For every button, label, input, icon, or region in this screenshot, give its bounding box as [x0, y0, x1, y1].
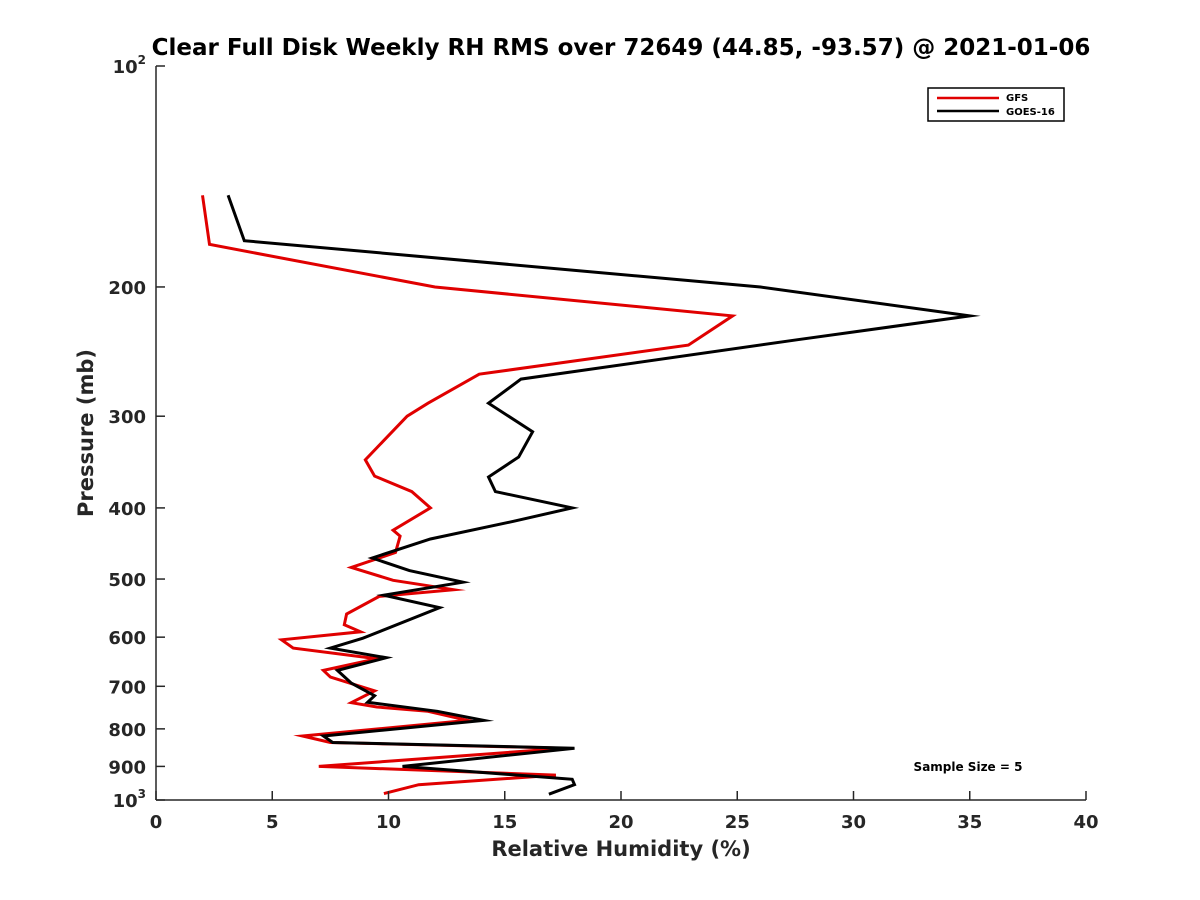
y-tick-exponent: 2 [138, 53, 146, 67]
x-tick-label: 35 [957, 812, 982, 833]
y-tick-label: 700 [108, 677, 146, 698]
y-tick-exponent: 3 [138, 787, 146, 801]
ticks: 0 5 10 15 20 25 30 35 40102200300400500600700800… [108, 53, 1098, 833]
x-tick-label: 40 [1073, 812, 1098, 833]
x-axis-label: Relative Humidity (%) [491, 837, 750, 861]
y-tick-label: 103 [113, 787, 146, 812]
legend-label-gfs: GFS [1006, 93, 1028, 104]
sample-size-annotation: Sample Size = 5 [914, 760, 1023, 774]
y-tick-label: 300 [108, 407, 146, 428]
series-line-gfs [201, 195, 737, 796]
y-tick-label: 600 [108, 628, 146, 649]
legend-label-goes16: GOES-16 [1006, 107, 1055, 118]
x-tick-label: 20 [608, 812, 633, 833]
x-tick-label: 0 [150, 812, 163, 833]
y-tick-label: 900 [108, 757, 146, 778]
y-tick-base: 10 [113, 57, 138, 78]
legend-box [927, 87, 1065, 122]
x-tick-label: 15 [492, 812, 517, 833]
y-tick-label: 102 [113, 53, 146, 78]
y-axis-label: Pressure (mb) [74, 349, 98, 517]
y-tick-label: 400 [108, 499, 146, 520]
chart-title: Clear Full Disk Weekly RH RMS over 72649… [152, 35, 1091, 61]
plot-area [201, 194, 981, 796]
legend: GFS GOES-16 [927, 87, 1065, 122]
x-tick-label: 10 [376, 812, 401, 833]
y-tick-label: 500 [108, 570, 146, 591]
x-tick-label: 25 [725, 812, 750, 833]
series-line-goes-16 [226, 194, 981, 796]
x-tick-label: 30 [841, 812, 866, 833]
y-tick-label: 800 [108, 720, 146, 741]
y-tick-label: 200 [108, 278, 146, 299]
x-tick-label: 5 [266, 812, 279, 833]
y-tick-base: 10 [113, 791, 138, 812]
